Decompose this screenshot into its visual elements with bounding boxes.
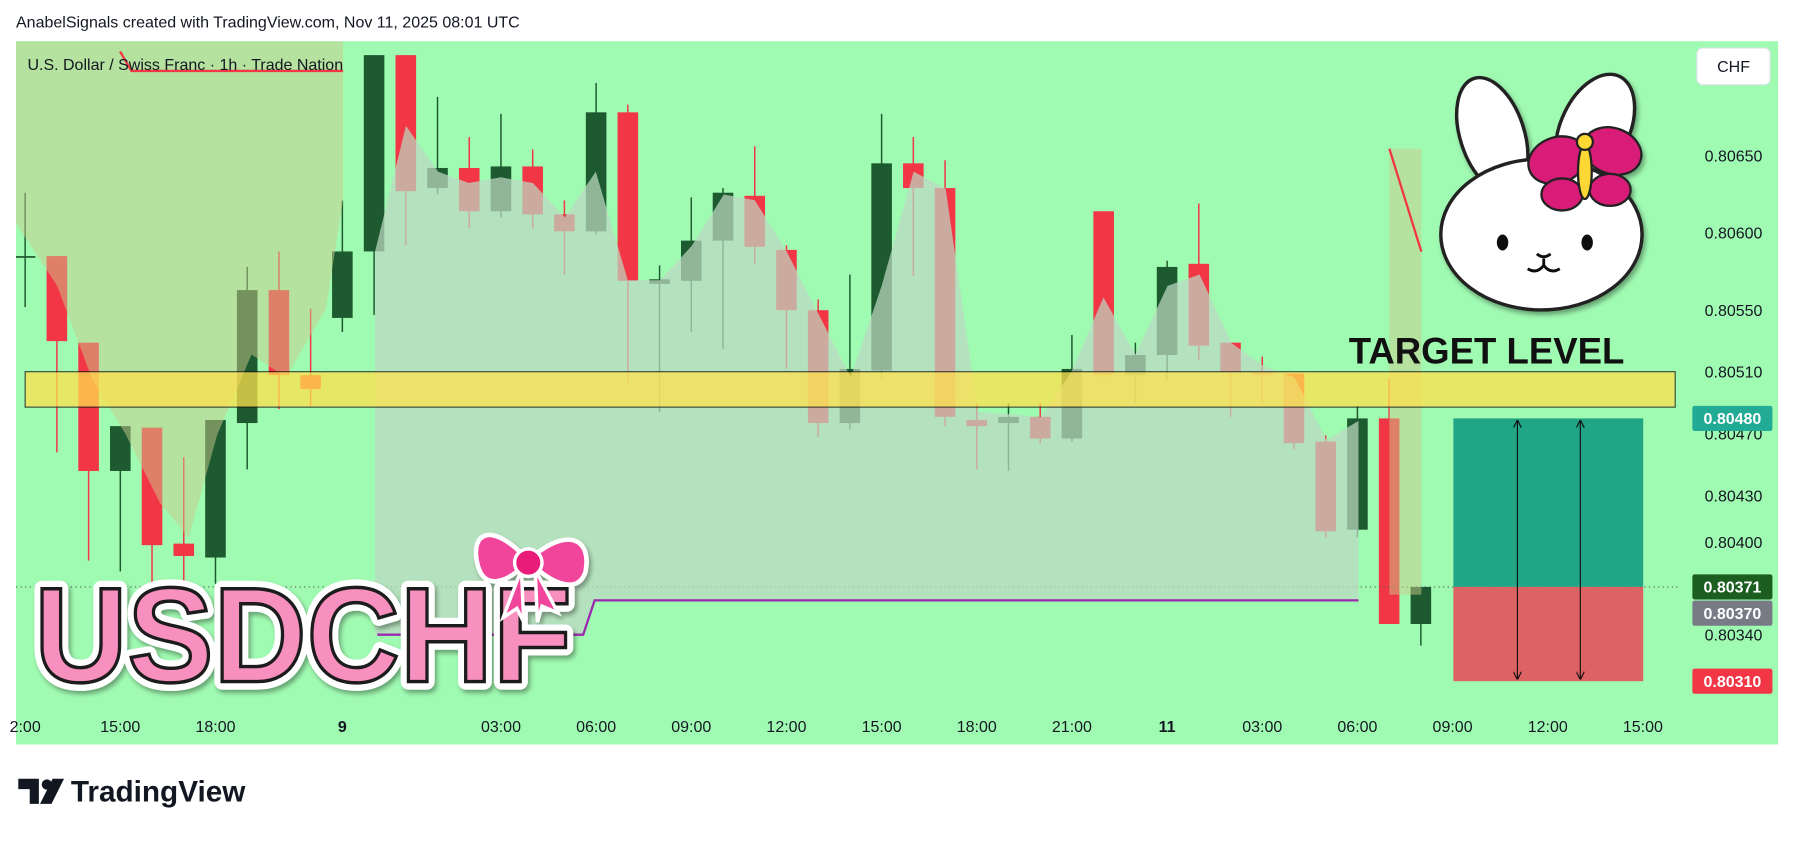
currency-button[interactable]: CHF — [1696, 47, 1771, 86]
header-text: AnabelSignals created with TradingView.c… — [16, 14, 520, 31]
price-badge-label: 0.80480 — [1703, 411, 1761, 428]
y-tick-label: 0.80600 — [1705, 226, 1763, 243]
price-badge — [1692, 668, 1773, 694]
bunny-sticker — [1439, 72, 1644, 312]
y-tick-label: 0.80340 — [1705, 628, 1763, 645]
x-tick-label: 15:00 — [1623, 719, 1663, 736]
y-tick-label: 0.80400 — [1705, 535, 1763, 552]
brand-name: TradingView — [71, 776, 246, 809]
y-tick-label: 0.80510 — [1705, 365, 1763, 382]
y-tick-label: 0.80430 — [1705, 488, 1763, 505]
axes: 0.806500.806000.805500.805100.804700.804… — [10, 148, 1773, 736]
trend-line — [119, 50, 344, 73]
price-badge-label: 0.80371 — [1703, 580, 1761, 597]
candle-body — [617, 112, 639, 281]
symbol-title: U.S. Dollar / Swiss Franc · 1h · Trade N… — [27, 57, 343, 74]
candle-body — [173, 543, 195, 556]
x-tick-label: 06:00 — [1337, 719, 1377, 736]
y-tick-label: 0.80650 — [1705, 148, 1763, 165]
position-tool — [1453, 418, 1644, 682]
x-tick-label: 11 — [1159, 719, 1176, 736]
candle-body — [332, 251, 353, 318]
x-tick-label: 09:00 — [671, 719, 711, 736]
price-badge — [1692, 574, 1773, 600]
profit-zone — [1453, 418, 1644, 587]
x-tick-label: 12:00 — [1528, 719, 1568, 736]
x-tick-label: 03:00 — [481, 719, 521, 736]
x-tick-label: 15:00 — [100, 719, 140, 736]
candle-body — [363, 55, 385, 252]
x-tick-label: 12:00 — [766, 719, 806, 736]
price-badge-label: 0.80310 — [1703, 674, 1761, 691]
price-badge — [1692, 405, 1773, 431]
loss-zone — [1453, 586, 1644, 682]
candle-body — [16, 256, 36, 258]
x-tick-label: 18:00 — [957, 719, 997, 736]
x-tick-label: 03:00 — [1242, 719, 1282, 736]
price-badge-label: 0.80370 — [1703, 606, 1761, 623]
support-line — [377, 599, 1359, 636]
candle-body — [1410, 586, 1432, 624]
x-tick-label: 15:00 — [862, 719, 902, 736]
resistance-zone — [24, 371, 1676, 408]
currency-button-bg[interactable] — [1696, 47, 1771, 86]
x-tick-label: 2:00 — [10, 719, 41, 736]
currency-label[interactable]: CHF — [1717, 59, 1750, 76]
x-tick-label: 06:00 — [576, 719, 616, 736]
x-tick-label: 21:00 — [1052, 719, 1092, 736]
trend-line — [1388, 148, 1423, 252]
usdchf-sticker: USDCHF USDCHF — [26, 532, 589, 719]
drawings — [16, 41, 1676, 636]
brand-logo: TradingView — [18, 776, 246, 809]
shaded-area — [16, 41, 344, 538]
target-label: TARGET LEVEL — [1349, 331, 1625, 372]
sticker-text: USDCHF — [34, 560, 571, 711]
sticker-text: USDCHF — [34, 560, 571, 711]
x-tick-label: 09:00 — [1433, 719, 1473, 736]
price-badge — [1692, 600, 1773, 626]
candle-body — [110, 426, 131, 471]
x-tick-label: 18:00 — [195, 719, 235, 736]
x-tick-label: 9 — [338, 719, 347, 736]
y-tick-label: 0.80550 — [1705, 303, 1763, 320]
